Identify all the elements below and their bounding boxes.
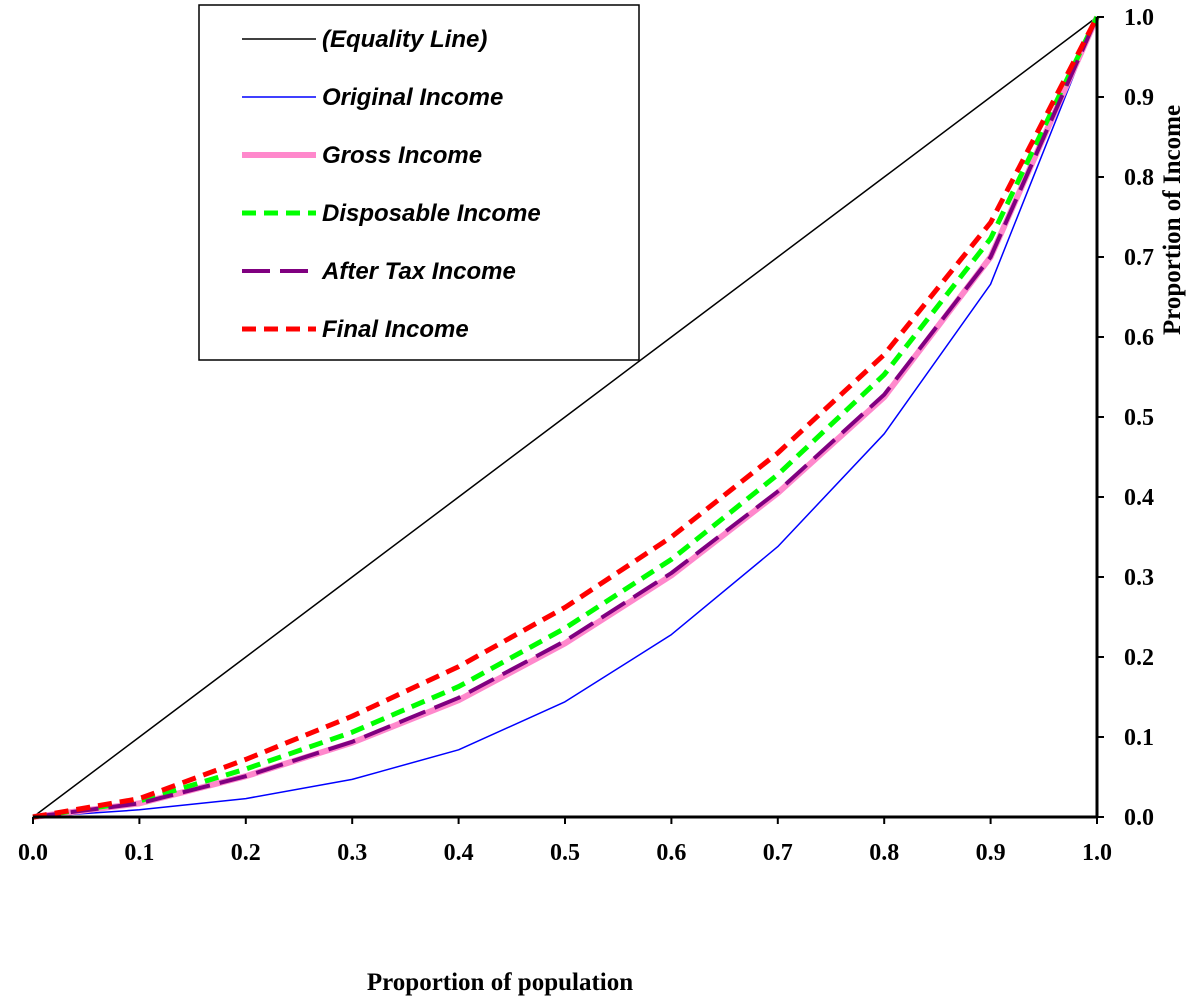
y-tick-label: 0.5 bbox=[1124, 405, 1154, 431]
legend-label: Original Income bbox=[322, 84, 503, 111]
y-tick-label: 0.3 bbox=[1124, 565, 1154, 591]
y-axis-title: Proportion of Income bbox=[1159, 105, 1186, 335]
legend: (Equality Line) Original Income Gross Inco… bbox=[198, 4, 640, 361]
series-line-4 bbox=[32, 16, 1099, 819]
x-tick-label: 0.7 bbox=[763, 840, 793, 866]
x-tick-label: 1.0 bbox=[1082, 840, 1112, 866]
y-tick-label: 0.7 bbox=[1124, 245, 1154, 271]
y-axis-ticks: 0.0 0.1 0.2 0.3 0.4 0.5 0.6 0.7 0.8 0.9 1.0 bbox=[1097, 5, 1154, 831]
y-tick-label: 0.9 bbox=[1124, 85, 1154, 111]
x-tick-label: 0.2 bbox=[231, 840, 261, 866]
x-axis-title: Proportion of population bbox=[367, 969, 633, 996]
y-tick-label: 0.1 bbox=[1124, 725, 1154, 751]
x-tick-label: 0.1 bbox=[124, 840, 154, 866]
y-tick-label: 0.8 bbox=[1124, 165, 1154, 191]
plot-area: 0.0 0.1 0.2 0.3 0.4 0.5 0.6 0.7 0.8 0.9 1.0 0.0 0.1… bbox=[18, 5, 1154, 866]
x-tick-label: 0.4 bbox=[444, 840, 474, 866]
legend-label: After Tax Income bbox=[321, 258, 516, 285]
y-tick-label: 0.2 bbox=[1124, 645, 1154, 671]
series-lines bbox=[32, 15, 1100, 820]
series-line-3 bbox=[32, 15, 1100, 820]
legend-items: (Equality Line) Original Income Gross Inco… bbox=[242, 26, 541, 343]
series-line-0 bbox=[32, 16, 1098, 818]
x-tick-label: 0.6 bbox=[656, 840, 686, 866]
legend-label: Gross Income bbox=[322, 142, 482, 169]
y-tick-label: 0.4 bbox=[1124, 485, 1154, 511]
legend-label: Final Income bbox=[322, 316, 469, 343]
series-line-5 bbox=[32, 15, 1100, 820]
x-axis-ticks: 0.0 0.1 0.2 0.3 0.4 0.5 0.6 0.7 0.8 0.9 1.0 bbox=[18, 817, 1112, 866]
x-tick-label: 0.5 bbox=[550, 840, 580, 866]
series-line-2 bbox=[32, 15, 1100, 820]
y-tick-label: 0.0 bbox=[1124, 805, 1154, 831]
x-tick-label: 0.0 bbox=[18, 840, 48, 866]
legend-box bbox=[198, 4, 640, 361]
legend-label: (Equality Line) bbox=[322, 26, 487, 53]
legend-label: Disposable Income bbox=[322, 200, 541, 227]
x-tick-label: 0.3 bbox=[337, 840, 367, 866]
x-tick-label: 0.8 bbox=[869, 840, 899, 866]
series-line-1 bbox=[32, 16, 1098, 818]
y-tick-label: 1.0 bbox=[1124, 5, 1154, 31]
y-tick-label: 0.6 bbox=[1124, 325, 1154, 351]
x-tick-label: 0.9 bbox=[976, 840, 1006, 866]
